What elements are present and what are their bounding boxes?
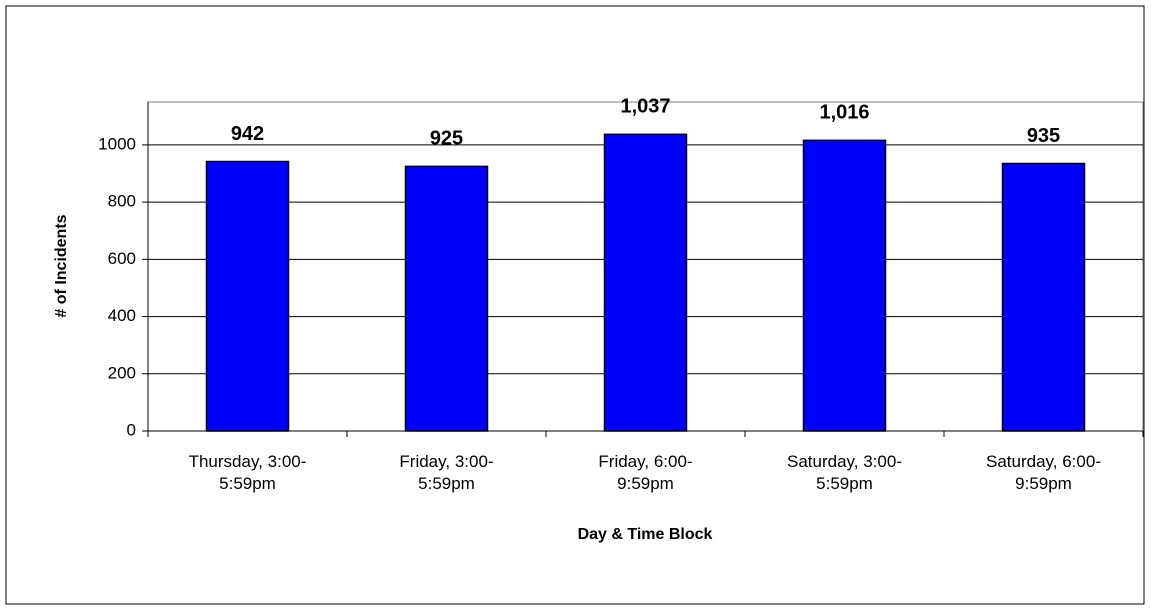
y-tick-label: 0 xyxy=(127,420,136,439)
value-label: 1,037 xyxy=(620,96,670,118)
bar xyxy=(404,165,489,432)
x-tick-label: Friday, 3:00-5:59pm xyxy=(399,452,494,493)
y-tick-label: 200 xyxy=(108,363,136,382)
y-axis-title: # of Incidents xyxy=(53,214,70,317)
y-tick-label: 800 xyxy=(108,192,136,211)
y-tick-label: 400 xyxy=(108,306,136,325)
y-tick-label: 600 xyxy=(108,249,136,268)
x-tick-label: Thursday, 3:00-5:59pm xyxy=(188,452,307,493)
value-label: 942 xyxy=(231,123,264,145)
y-tick-label: 1000 xyxy=(98,134,136,153)
value-label: 1,016 xyxy=(819,102,869,124)
x-tick-label: Saturday, 3:00-5:59pm xyxy=(787,452,902,493)
x-axis-title: Day & Time Block xyxy=(578,526,713,543)
bar xyxy=(205,160,290,432)
bar xyxy=(802,139,887,432)
bar xyxy=(1001,162,1086,432)
x-tick-label: Friday, 6:00-9:59pm xyxy=(598,452,693,493)
x-tick-label: Saturday, 6:00-9:59pm xyxy=(986,452,1101,493)
value-label: 925 xyxy=(430,128,463,150)
bar xyxy=(603,133,688,432)
value-label: 935 xyxy=(1027,125,1060,147)
